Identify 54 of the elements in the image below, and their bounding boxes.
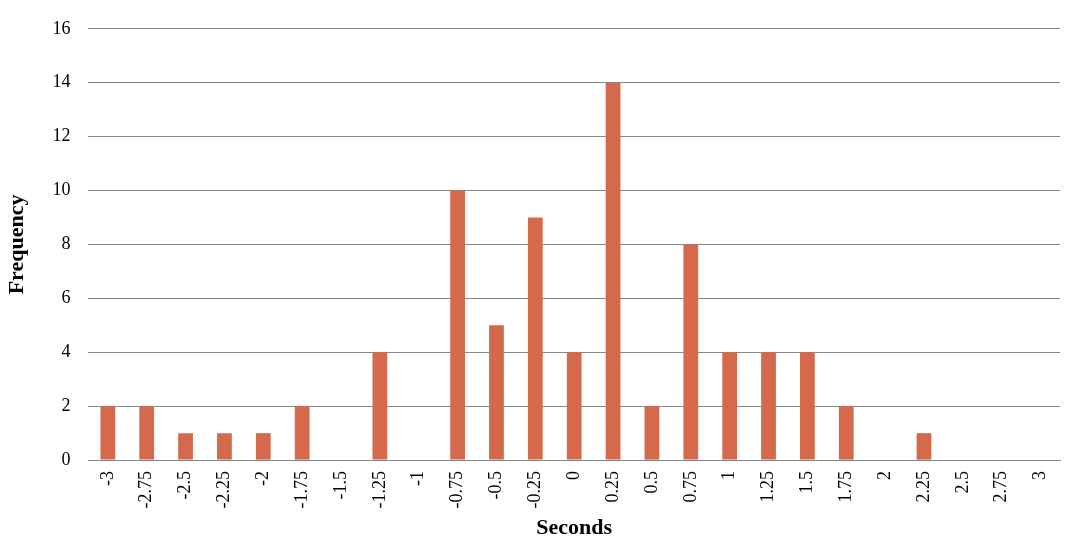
bar bbox=[683, 244, 699, 460]
x-tick-label: 0.5 bbox=[640, 471, 661, 494]
x-tick-label: 1.75 bbox=[834, 471, 855, 503]
y-tick-label: 4 bbox=[61, 341, 71, 362]
y-tick-label: 6 bbox=[61, 287, 71, 308]
x-tick-label: 2.25 bbox=[912, 471, 933, 503]
x-tick-label: -2.75 bbox=[135, 471, 156, 509]
bar bbox=[489, 325, 504, 460]
x-tick-label: -0.5 bbox=[485, 471, 506, 500]
x-tick-label: -2.5 bbox=[174, 471, 195, 500]
x-tick-label: -1 bbox=[407, 471, 428, 487]
y-tick-label: 8 bbox=[61, 233, 71, 254]
bar bbox=[178, 433, 193, 460]
x-tick-label: -1.5 bbox=[329, 471, 350, 500]
y-tick-label: 10 bbox=[52, 179, 71, 200]
x-tick-label: -0.25 bbox=[524, 471, 545, 509]
bar bbox=[294, 406, 310, 460]
bar bbox=[217, 433, 232, 460]
bar bbox=[527, 217, 543, 460]
bar bbox=[255, 433, 271, 460]
x-tick-label: 1 bbox=[718, 471, 739, 481]
bar bbox=[100, 406, 116, 460]
bar bbox=[450, 190, 465, 460]
y-tick-label: 16 bbox=[52, 17, 71, 38]
x-tick-label: -2.25 bbox=[213, 471, 234, 509]
x-tick-label: 0 bbox=[562, 471, 583, 481]
x-tick-label: 0.25 bbox=[601, 471, 622, 503]
x-tick-label: -1.75 bbox=[290, 471, 311, 509]
x-tick-label: 2.75 bbox=[990, 471, 1011, 503]
bar bbox=[566, 352, 582, 460]
x-tick-label: -1.25 bbox=[368, 471, 389, 509]
bar bbox=[605, 82, 621, 460]
bar bbox=[761, 352, 776, 460]
x-tick-label: -2 bbox=[252, 471, 273, 487]
bar bbox=[372, 352, 388, 460]
bar bbox=[838, 406, 854, 460]
x-tick-label: 2 bbox=[873, 471, 894, 481]
bar bbox=[139, 406, 155, 460]
x-tick-label: 1.25 bbox=[757, 471, 778, 503]
y-tick-label: 2 bbox=[61, 394, 71, 415]
x-tick-label: -3 bbox=[96, 471, 117, 487]
bar bbox=[722, 352, 738, 460]
y-axis-title: Frequency bbox=[2, 194, 28, 295]
bar bbox=[644, 406, 660, 460]
x-axis-title: Seconds bbox=[536, 514, 613, 540]
x-tick-label: 0.75 bbox=[679, 471, 700, 503]
y-tick-label: 12 bbox=[52, 125, 71, 146]
x-tick-label: 2.5 bbox=[951, 471, 972, 494]
x-tick-label: 3 bbox=[1029, 471, 1050, 481]
bar bbox=[800, 352, 815, 460]
x-tick-label: -0.75 bbox=[446, 471, 467, 509]
x-tick-label: 1.5 bbox=[796, 471, 817, 494]
y-tick-label: 14 bbox=[52, 71, 71, 92]
bar bbox=[916, 433, 932, 460]
